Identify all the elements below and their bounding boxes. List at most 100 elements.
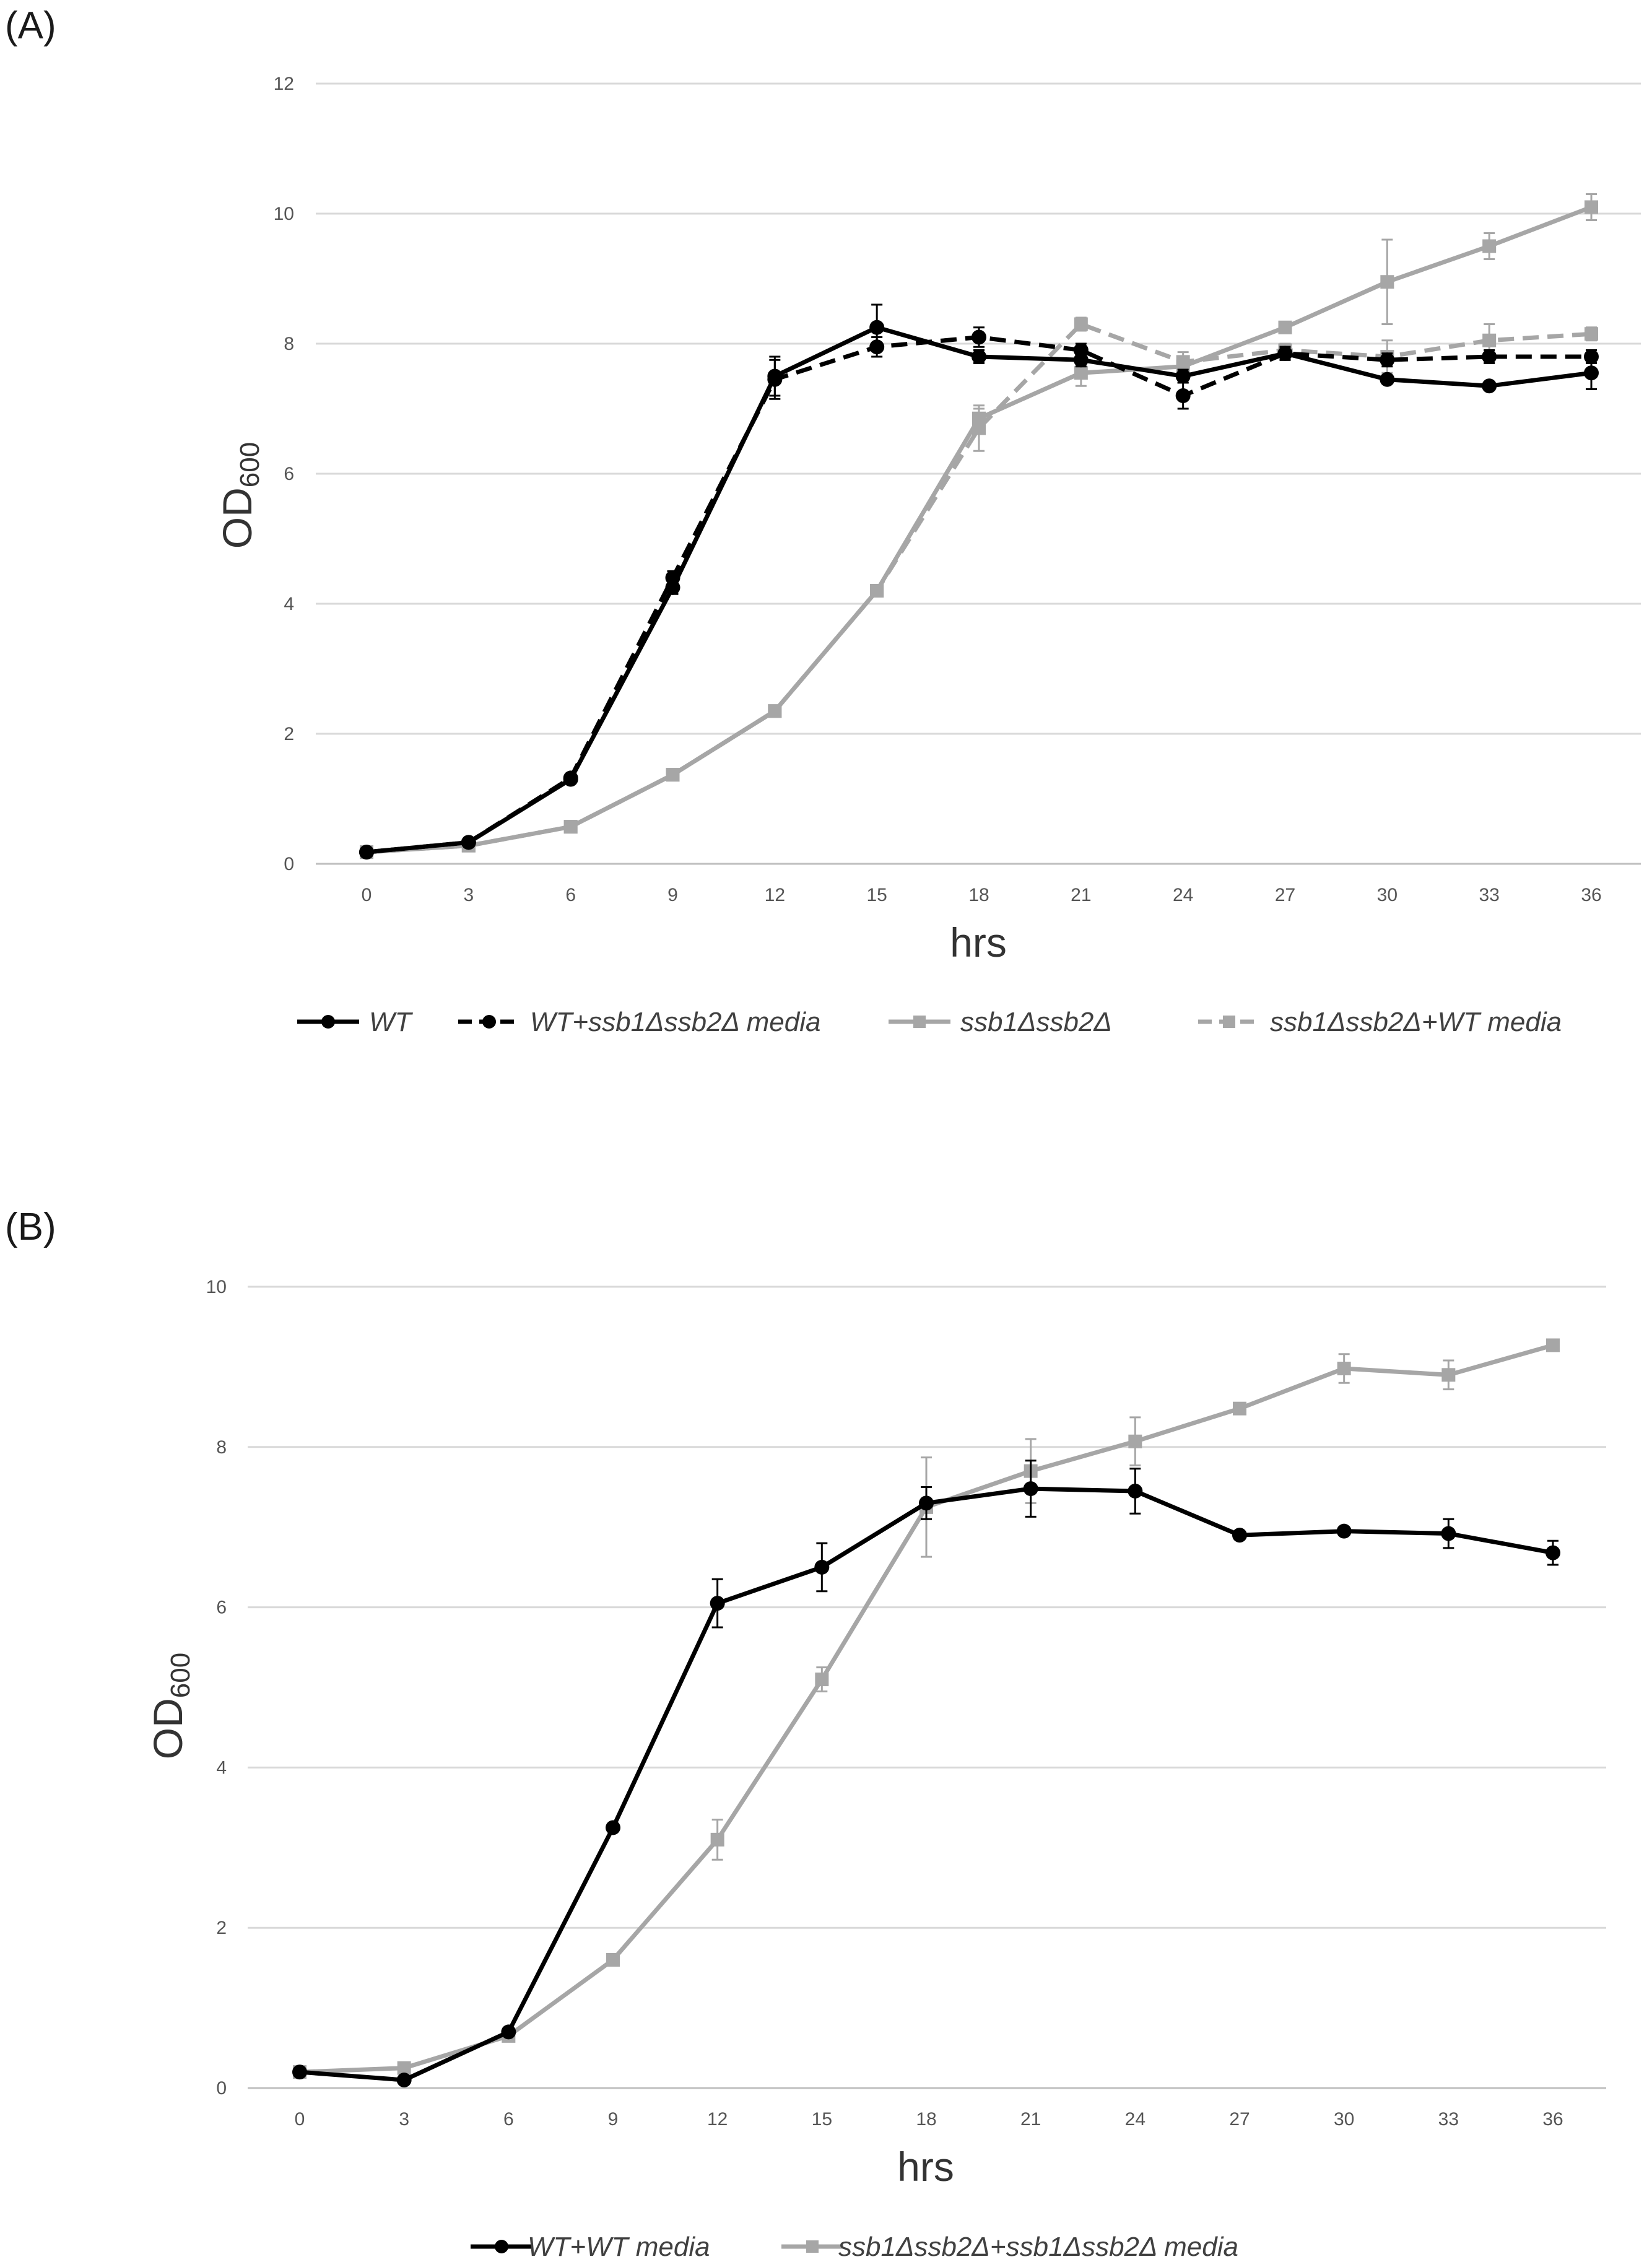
panel-b-y-tick-label: 8: [216, 1437, 227, 1458]
panel-b-x-tick-label: 18: [916, 2109, 936, 2130]
panel-a-x-tick-label: 30: [1377, 885, 1398, 905]
panel-a-x-tick-label: 0: [362, 885, 372, 905]
panel-a-x-tick-label: 21: [1071, 885, 1091, 905]
panel-a-series-2-line: [367, 207, 1591, 853]
panel-b-series-1-point: [815, 1673, 828, 1686]
panel-b-legend-label: ssb1Δssb2Δ+ssb1Δssb2Δ media: [838, 2232, 1238, 2262]
panel-a-series-0-point: [869, 320, 884, 335]
panel-a-series-3-point: [1585, 327, 1598, 341]
panel-a-x-tick-label: 18: [968, 885, 989, 905]
panel-a-series-0-point: [1584, 365, 1599, 380]
panel-a-x-tick-label: 3: [463, 885, 474, 905]
panel-b-x-axis-title: hrs: [897, 2144, 954, 2190]
panel-a-series-1-point: [461, 835, 476, 850]
panel-a-x-tick-label: 36: [1581, 885, 1601, 905]
panel-b-y-tick-label: 10: [206, 1277, 227, 1297]
panel-b-x-tick-label: 36: [1542, 2109, 1563, 2130]
panel-a-legend: WT WT+ssb1Δssb2Δ media ssb1Δssb2Δ ssb1Δssb2…: [297, 1007, 1562, 1037]
panel-a-series-1-point: [563, 770, 578, 785]
panel-a-series-1-point: [1074, 343, 1089, 358]
panel-a-series-3-line: [367, 324, 1591, 853]
panel-b-series-0-point: [1545, 1546, 1560, 1560]
figure: (A) 024681012 0 3 6 9 12 15 18 21 24 27 30 33 36 OD6…: [0, 0, 1652, 2267]
panel-a-x-tick-label: 12: [765, 885, 785, 905]
panel-b-series-1-point: [1441, 1368, 1455, 1382]
panel-b-x-tick-label: 0: [295, 2109, 305, 2130]
panel-b-series-0-point: [1128, 1484, 1142, 1499]
panel-a-series-1-point: [1278, 346, 1293, 361]
panel-a-series-3: [360, 318, 1598, 859]
panel-a-series-1-point: [767, 372, 782, 387]
panel-a-y-tick-label: 8: [284, 334, 294, 354]
panel-b-x-tick-label: 15: [812, 2109, 832, 2130]
panel-b-y-tick-label: 4: [216, 1757, 227, 1778]
panel-a-legend-label: ssb1Δssb2Δ+WT media: [1270, 1007, 1562, 1037]
panel-a-legend-item: WT: [297, 1007, 414, 1037]
panel-b-y-axis-title: OD600: [145, 1653, 196, 1759]
panel-a-series-2-point: [1279, 321, 1292, 334]
panel-b-y-ticks: 0246810: [206, 1277, 227, 2099]
panel-b-series-1-point: [606, 1953, 620, 1967]
panel-b-legend-item: ssb1Δssb2Δ+ssb1Δssb2Δ media: [781, 2232, 1238, 2262]
panel-b-series-0-point: [1024, 1481, 1038, 1496]
panel-b-series-0-point: [814, 1560, 829, 1575]
panel-a-series-3-point: [1482, 334, 1496, 347]
panel-b-y-tick-label: 2: [216, 1918, 227, 1938]
panel-b-series-1-point: [711, 1833, 724, 1847]
panel-a-series-0-point: [1482, 378, 1497, 393]
panel-a-series-1-point: [359, 845, 374, 859]
panel-b-series-1: [293, 1338, 1560, 2079]
panel-a-legend-marker: [1223, 1016, 1235, 1028]
panel-a-y-tick-label: 12: [274, 74, 294, 94]
panel-a-series-2: [360, 194, 1598, 859]
panel-a-series-0: [359, 305, 1599, 859]
panel-a-gridlines: [316, 84, 1641, 864]
panel-a-series-3-point: [1074, 318, 1088, 331]
panel-b-series-1-point: [1233, 1402, 1246, 1416]
panel-b-series-0-point: [1441, 1526, 1456, 1541]
panel-b-series-0-point: [501, 2024, 516, 2039]
panel-b-series-1-point: [1546, 1338, 1560, 1352]
panel-a-legend-item: WT+ssb1Δssb2Δ media: [458, 1007, 820, 1037]
panel-a-y-tick-label: 6: [284, 464, 294, 484]
panel-b-y-tick-label: 6: [216, 1598, 227, 1618]
panel-b-label: (B): [5, 1206, 56, 1248]
panel-b-series-0-point: [292, 2065, 307, 2079]
panel-a-legend-item: ssb1Δssb2Δ+WT media: [1198, 1007, 1562, 1037]
panel-b-series-1-line: [300, 1345, 1553, 2072]
panel-a-x-tick-label: 9: [667, 885, 678, 905]
panel-a-x-axis-title: hrs: [950, 920, 1007, 965]
panel-b-series-0-point: [919, 1495, 934, 1510]
panel-a-legend-marker: [913, 1016, 926, 1028]
panel-b-series-0-point: [397, 2073, 412, 2087]
panel-a-series-0-point: [1380, 372, 1394, 387]
panel-a-x-tick-label: 6: [565, 885, 576, 905]
panel-a-series: [359, 194, 1599, 860]
panel-b-legend-marker: [495, 2240, 508, 2253]
panel-a-x-ticks: 0 3 6 9 12 15 18 21 24 27 30 33 36: [362, 885, 1602, 905]
panel-a-series-1-point: [1584, 349, 1599, 364]
panel-a-series-3-point: [666, 768, 680, 781]
panel-a-series-2-point: [1074, 366, 1088, 380]
panel-b-legend-marker: [806, 2240, 819, 2253]
panel-a-x-tick-label: 27: [1275, 885, 1295, 905]
panel-a-series-1-point: [869, 339, 884, 354]
panel-b-x-tick-label: 33: [1438, 2109, 1459, 2130]
panel-b-x-tick-label: 24: [1125, 2109, 1146, 2130]
panel-a-series-3-point: [870, 584, 884, 598]
panel-a-y-tick-label: 0: [284, 854, 294, 874]
panel-b-series: [292, 1338, 1560, 2087]
panel-b-legend-item: WT+WT media: [471, 2232, 710, 2262]
panel-a-series-2-point: [1482, 240, 1496, 253]
panel-b-x-tick-label: 12: [707, 2109, 728, 2130]
panel-a-x-tick-label: 15: [866, 885, 887, 905]
panel-b-x-tick-label: 21: [1020, 2109, 1041, 2130]
panel-a-x-tick-label: 33: [1479, 885, 1499, 905]
panel-b-series-0-line: [300, 1489, 1553, 2080]
panel-b-x-ticks: 0 3 6 9 12 15 18 21 24 27 30 33 36: [295, 2109, 1563, 2130]
panel-b-gridlines: [248, 1287, 1606, 2088]
panel-b-series-1-point: [1128, 1435, 1142, 1448]
panel-a-series-3-point: [768, 704, 781, 718]
panel-b-x-tick-label: 30: [1334, 2109, 1354, 2130]
